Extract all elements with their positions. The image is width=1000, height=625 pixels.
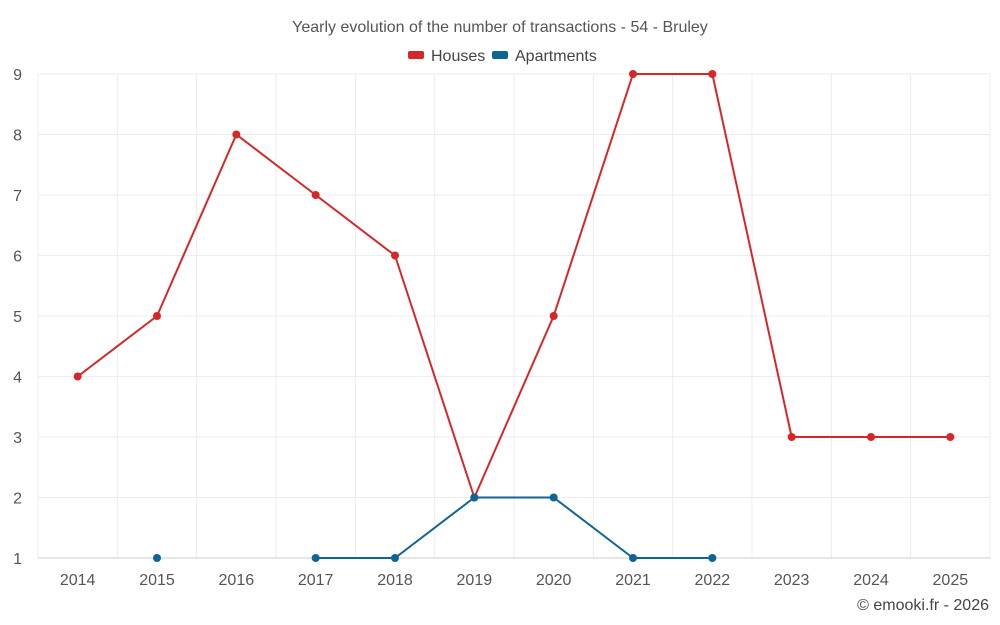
y-tick-label: 5 xyxy=(13,309,22,326)
y-tick-label: 4 xyxy=(13,370,22,387)
legend-label-houses: Houses xyxy=(431,48,485,65)
data-point-houses xyxy=(232,130,241,139)
x-tick-label: 2014 xyxy=(60,572,96,589)
x-tick-label: 2020 xyxy=(536,572,572,589)
x-tick-label: 2021 xyxy=(615,572,651,589)
legend-swatch-houses xyxy=(408,51,424,59)
data-point-houses xyxy=(946,433,955,441)
y-tick-label: 6 xyxy=(13,249,22,266)
chart-title: Yearly evolution of the number of transa… xyxy=(292,19,708,36)
x-tick-label: 2015 xyxy=(139,572,175,589)
data-point-houses xyxy=(867,433,875,441)
y-tick-label: 1 xyxy=(13,551,22,568)
data-point-apartments xyxy=(153,554,161,562)
series-houses xyxy=(73,70,955,502)
x-tick-label: 2019 xyxy=(457,572,493,589)
x-tick-label: 2022 xyxy=(695,572,731,589)
x-tick-label: 2017 xyxy=(298,572,334,589)
axes: 1 2 3 4 5 6 7 8 9 2014 2015 2016 2017 2018 2019 2020 202… xyxy=(13,67,990,589)
x-tick-label: 2016 xyxy=(219,572,255,589)
series-apartments xyxy=(153,493,717,562)
data-point-apartments xyxy=(549,493,558,502)
x-tick-label: 2023 xyxy=(774,572,810,589)
y-tick-label: 7 xyxy=(13,188,22,205)
data-point-apartments xyxy=(470,493,479,502)
legend-swatch-apartments xyxy=(492,51,508,59)
series-line-houses xyxy=(77,73,951,499)
x-tick-label: 2025 xyxy=(933,572,969,589)
data-point-houses xyxy=(153,312,161,320)
data-point-apartments xyxy=(311,554,320,562)
data-point-houses xyxy=(629,70,637,78)
data-point-houses xyxy=(549,312,558,320)
data-point-houses xyxy=(391,251,399,260)
data-point-apartments xyxy=(629,554,637,562)
data-point-houses xyxy=(311,191,320,199)
y-tick-label: 8 xyxy=(13,128,22,145)
legend: Houses Apartments xyxy=(408,48,597,65)
data-point-apartments xyxy=(708,554,717,562)
legend-label-apartments: Apartments xyxy=(515,48,597,65)
credit-text: © emooki.fr - 2026 xyxy=(857,597,989,614)
y-tick-label: 9 xyxy=(13,67,22,84)
series-line-apartments xyxy=(315,496,713,559)
data-point-houses xyxy=(708,70,717,78)
x-tick-label: 2018 xyxy=(377,572,413,589)
series-layer xyxy=(73,70,955,562)
x-tick-label: 2024 xyxy=(853,572,889,589)
grid xyxy=(37,73,991,558)
data-point-houses xyxy=(787,433,796,441)
y-tick-label: 2 xyxy=(13,491,22,508)
data-point-apartments xyxy=(391,554,399,562)
data-point-houses xyxy=(73,372,82,381)
y-tick-label: 3 xyxy=(13,430,22,447)
